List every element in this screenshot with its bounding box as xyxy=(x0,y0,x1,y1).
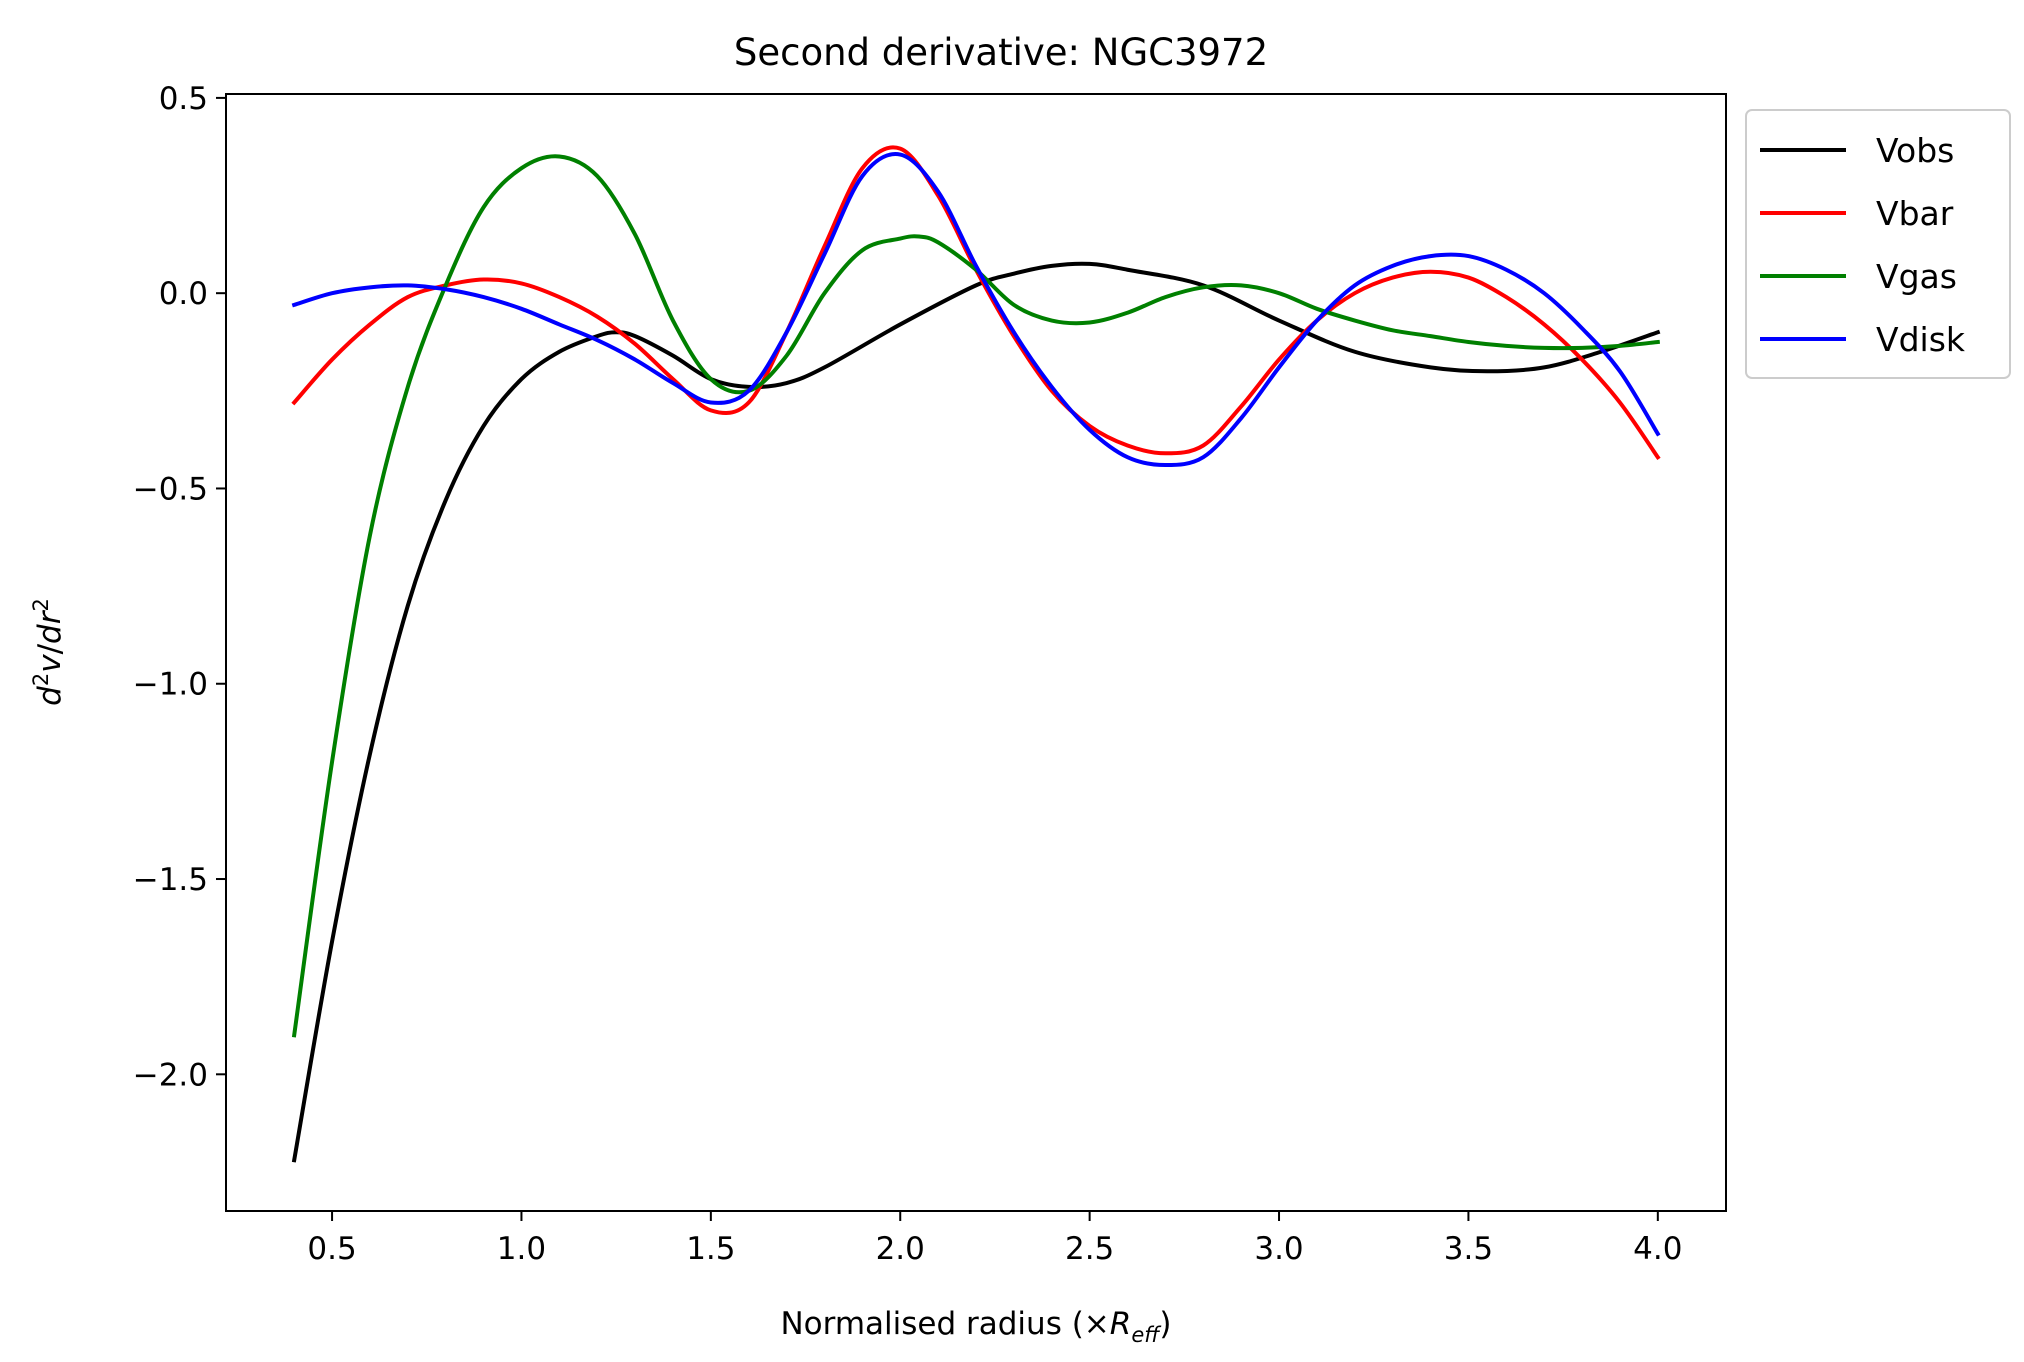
legend-label-vbar: Vbar xyxy=(1876,194,1954,233)
legend-label-vobs: Vobs xyxy=(1876,131,1954,170)
x-tick-label: 1.5 xyxy=(686,1231,735,1267)
y-axis-label: d2v/dr2 xyxy=(29,598,68,706)
x-tick-label: 0.5 xyxy=(307,1231,356,1267)
x-tick-label: 3.5 xyxy=(1444,1231,1493,1267)
x-axis: 0.5 1.0 1.5 2.0 2.5 3.0 3.5 4.0 xyxy=(307,1211,1682,1267)
y-tick-label: 0.5 xyxy=(159,81,208,117)
x-tick-label: 4.0 xyxy=(1633,1231,1682,1267)
y-tick-label: −1.5 xyxy=(133,862,208,898)
x-tick-label: 2.5 xyxy=(1065,1231,1114,1267)
series-layer xyxy=(291,145,1661,1163)
y-tick-label: −0.5 xyxy=(133,471,208,507)
x-tick-label: 3.0 xyxy=(1254,1231,1303,1267)
legend-label-vgas: Vgas xyxy=(1876,257,1957,296)
y-tick-label: −1.0 xyxy=(133,667,208,703)
plot-frame xyxy=(225,93,1727,1212)
series-line-vdisk xyxy=(291,152,1661,468)
series-line-vgas xyxy=(291,154,1661,1038)
legend: Vobs Vbar Vgas Vdisk xyxy=(1745,109,2011,379)
y-tick-label: 0.0 xyxy=(159,276,208,312)
y-axis: 0.5 0.0 −0.5 −1.0 −1.5 −2.0 xyxy=(133,81,226,1093)
legend-frame xyxy=(1745,109,2011,379)
x-axis-label: Normalised radius (×Reff) xyxy=(780,1306,1171,1347)
chart-title: Second derivative: NGC3972 xyxy=(734,31,1268,74)
x-tick-label: 2.0 xyxy=(876,1231,925,1267)
series-line-vobs xyxy=(291,261,1661,1163)
x-tick-label: 1.0 xyxy=(497,1231,546,1267)
y-tick-label: −2.0 xyxy=(133,1057,208,1093)
legend-label-vdisk: Vdisk xyxy=(1876,320,1966,359)
